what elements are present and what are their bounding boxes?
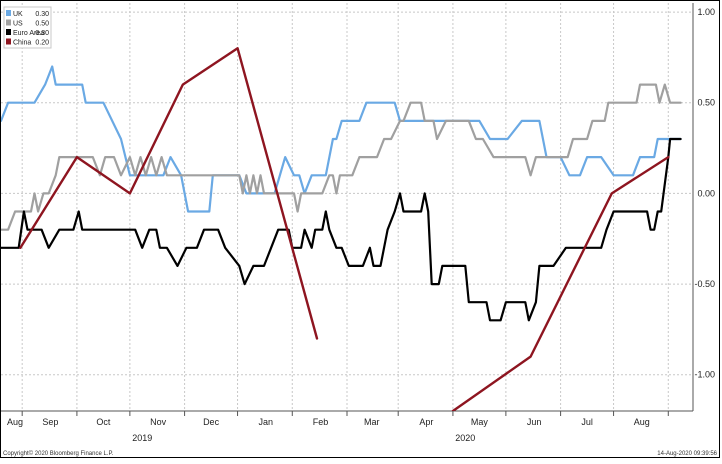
y-tick-label: 1.00	[697, 7, 715, 17]
series-line-china	[19, 47, 319, 340]
legend-value: 0.50	[35, 21, 49, 28]
legend-value: 0.30	[35, 11, 49, 18]
copyright-text: Copyright© 2020 Bloomberg Finance L.P.	[3, 450, 114, 457]
series-line-uk	[1, 65, 682, 213]
legend-label: US	[13, 21, 23, 28]
grid-layer	[1, 3, 693, 411]
year-label: 2019	[132, 433, 152, 443]
x-tick-label: Aug	[7, 417, 23, 427]
x-tick-label: Feb	[313, 417, 329, 427]
x-tick-label: Oct	[96, 417, 111, 427]
y-tick-label: 0.50	[697, 98, 715, 108]
year-label: 2020	[455, 433, 475, 443]
series-line-euro-area	[1, 137, 682, 322]
x-tick-label: Jul	[581, 417, 593, 427]
x-tick-label: Sep	[42, 417, 58, 427]
series-line-us	[1, 83, 682, 231]
timestamp-text: 14-Aug-2020 09:39:56	[657, 451, 717, 457]
legend-swatch	[6, 29, 11, 35]
x-tick-label: Mar	[364, 417, 380, 427]
x-tick-label: Nov	[150, 417, 167, 427]
legend-swatch	[6, 19, 11, 26]
series-layer	[1, 47, 682, 411]
x-tick-label: Jun	[527, 417, 542, 427]
y-tick-label: 0.00	[697, 188, 715, 198]
axis-layer: 1.00 0.50 0.00 -0.50 -1.00 Aug Sep Oct Nov Dec Jan…	[1, 3, 715, 443]
y-tick-label: -0.50	[694, 279, 715, 289]
series-line-china	[451, 155, 670, 411]
y-tick-label: -1.00	[694, 370, 715, 380]
x-tick-label: May	[471, 417, 489, 427]
legend-box	[3, 6, 52, 49]
x-tick-label: Aug	[634, 417, 650, 427]
legend-label: UK	[13, 11, 23, 18]
x-tick-label: Jan	[259, 417, 274, 427]
legend-value: 0.30	[35, 30, 49, 37]
x-tick-label: Apr	[419, 417, 433, 427]
legend-value: 0.20	[35, 40, 49, 47]
legend-swatch	[6, 38, 11, 45]
legend-label: Euro Area	[13, 30, 44, 37]
legend-label: China	[13, 40, 31, 47]
legend-swatch	[6, 10, 11, 16]
x-tick-label: Dec	[203, 417, 220, 427]
